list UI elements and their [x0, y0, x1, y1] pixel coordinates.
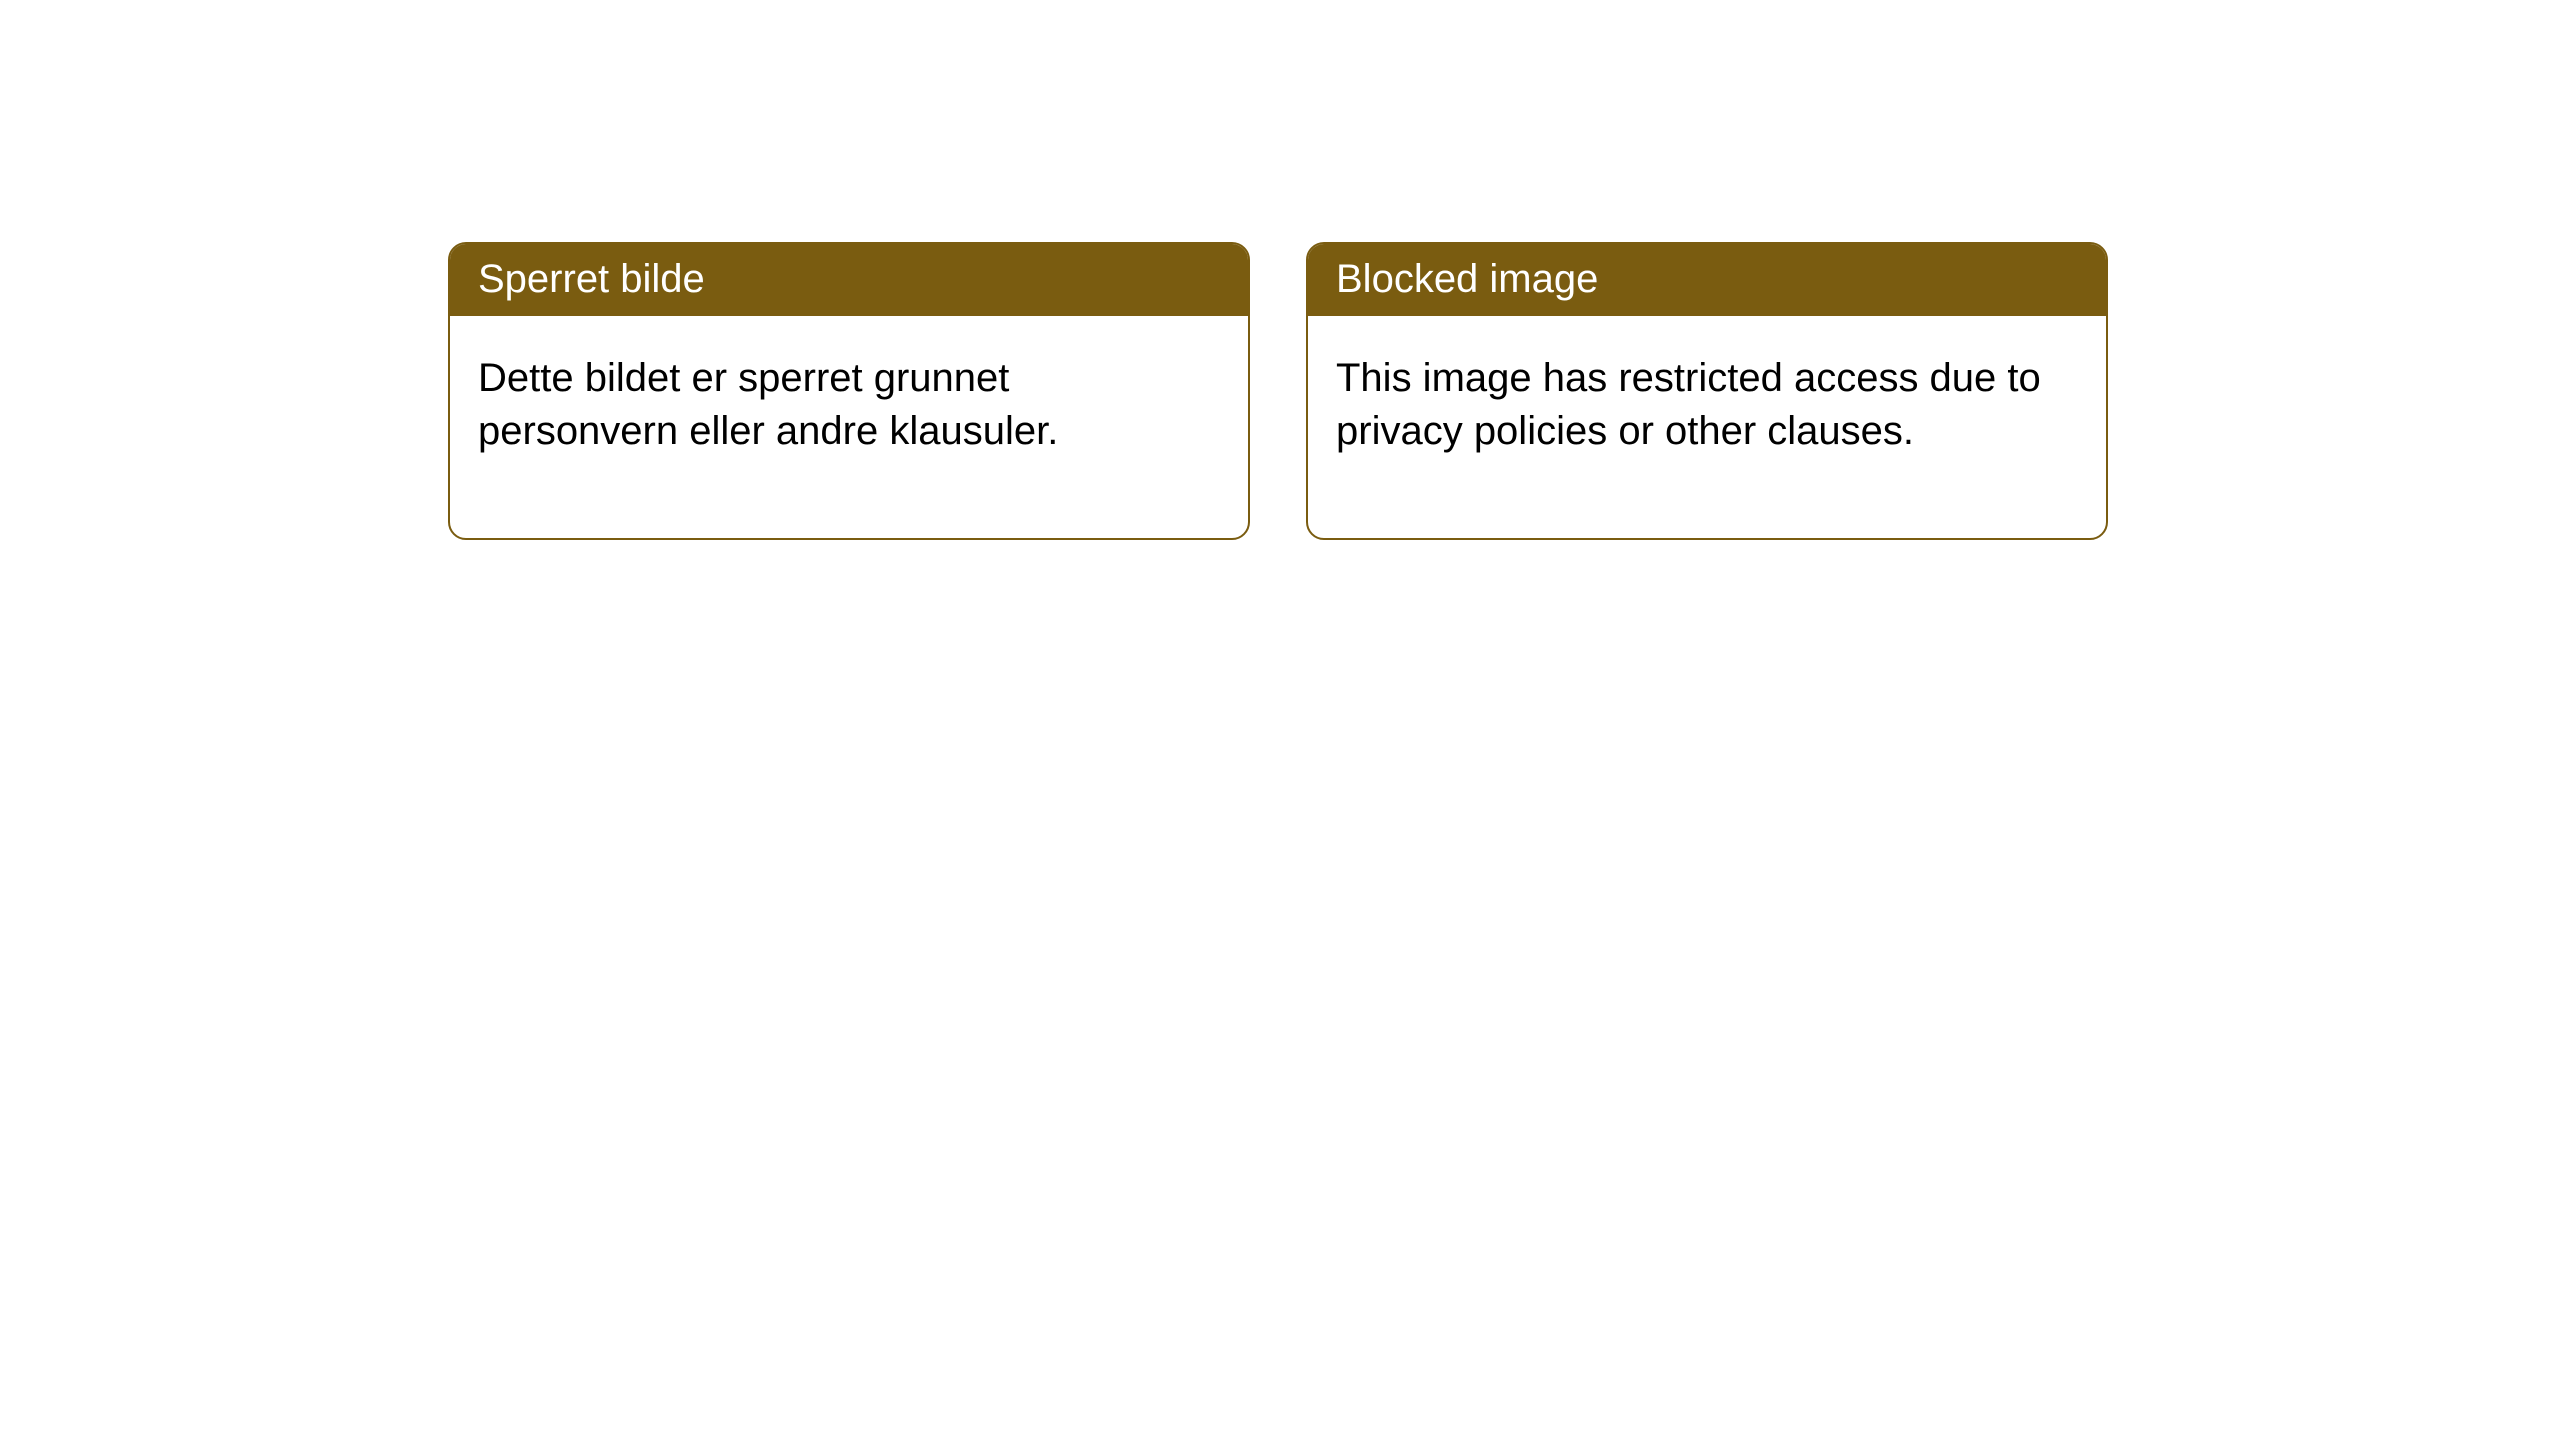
notice-card-row: Sperret bilde Dette bildet er sperret gr… [0, 0, 2560, 540]
notice-card-title: Blocked image [1308, 244, 2106, 316]
notice-card-english: Blocked image This image has restricted … [1306, 242, 2108, 540]
notice-card-norwegian: Sperret bilde Dette bildet er sperret gr… [448, 242, 1250, 540]
notice-card-title: Sperret bilde [450, 244, 1248, 316]
notice-card-body: Dette bildet er sperret grunnet personve… [450, 316, 1248, 538]
notice-card-body: This image has restricted access due to … [1308, 316, 2106, 538]
